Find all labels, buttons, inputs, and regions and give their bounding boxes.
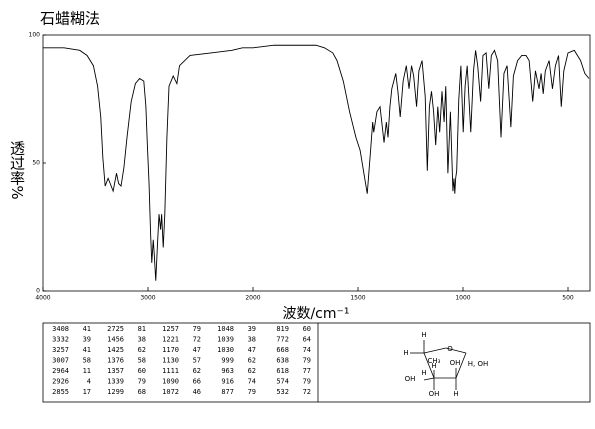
- table-transmittance: 38: [248, 336, 256, 344]
- table-transmittance: 39: [248, 325, 256, 333]
- table-frame: [42, 322, 591, 403]
- table-wavenumber: 1299: [107, 388, 124, 396]
- table-wavenumber: 1376: [107, 357, 124, 365]
- table-wavenumber: 1257: [162, 325, 179, 333]
- table-transmittance: 62: [138, 346, 146, 354]
- table-wavenumber: 2725: [107, 325, 124, 333]
- table-wavenumber: 1130: [162, 357, 179, 365]
- structure-label: H: [431, 362, 436, 370]
- table-wavenumber: 618: [276, 367, 289, 375]
- table-transmittance: 58: [138, 357, 146, 365]
- y-tick-label: 50: [32, 160, 40, 167]
- structure-label: CH₃: [428, 357, 441, 365]
- table-transmittance: 58: [83, 357, 91, 365]
- table-wavenumber: 1339: [107, 378, 124, 386]
- y-axis-label: 透过率%: [8, 140, 26, 199]
- chart-title: 石蜡糊法: [40, 10, 100, 28]
- table-wavenumber: 3007: [52, 357, 69, 365]
- table-wavenumber: 819: [276, 325, 289, 333]
- table-transmittance: 62: [248, 357, 256, 365]
- table-transmittance: 79: [248, 388, 256, 396]
- table-transmittance: 41: [83, 325, 91, 333]
- table-wavenumber: 1456: [107, 336, 124, 344]
- table-transmittance: 74: [303, 346, 311, 354]
- table-transmittance: 57: [193, 357, 201, 365]
- table-transmittance: 60: [303, 325, 311, 333]
- table-transmittance: 62: [248, 367, 256, 375]
- structure-label: H: [421, 331, 426, 339]
- x-axis-label: 波数/cm⁻¹: [282, 306, 349, 322]
- table-wavenumber: 1039: [217, 336, 234, 344]
- table-wavenumber: 2855: [52, 388, 69, 396]
- table-transmittance: 41: [83, 346, 91, 354]
- table-wavenumber: 3257: [52, 346, 69, 354]
- spectrum-line: [43, 44, 590, 281]
- structure-label: OH: [429, 390, 440, 398]
- x-tick-label: 1000: [455, 295, 470, 302]
- table-wavenumber: 532: [276, 388, 289, 396]
- table-wavenumber: 638: [276, 357, 289, 365]
- structure-label: OH: [450, 359, 461, 367]
- table-transmittance: 79: [303, 378, 311, 386]
- table-wavenumber: 1111: [162, 367, 179, 375]
- table-wavenumber: 1357: [107, 367, 124, 375]
- table-transmittance: 60: [138, 367, 146, 375]
- table-transmittance: 47: [193, 346, 201, 354]
- x-tick-label: 4000: [35, 295, 50, 302]
- x-tick-label: 2000: [245, 295, 260, 302]
- table-wavenumber: 3408: [52, 325, 69, 333]
- table-transmittance: 79: [138, 378, 146, 386]
- x-tick-label: 500: [562, 295, 574, 302]
- table-transmittance: 74: [248, 378, 256, 386]
- table-transmittance: 11: [83, 367, 91, 375]
- table-transmittance: 4: [87, 378, 91, 386]
- structure-label: O: [447, 345, 453, 353]
- table-transmittance: 77: [303, 367, 311, 375]
- structure-label: H: [421, 369, 426, 377]
- table-transmittance: 72: [193, 336, 201, 344]
- table-wavenumber: 999: [221, 357, 234, 365]
- table-transmittance: 39: [83, 336, 91, 344]
- y-tick-label: 0: [36, 288, 40, 295]
- table-transmittance: 46: [193, 388, 201, 396]
- structure-drawing: [410, 340, 467, 390]
- table-wavenumber: 963: [221, 367, 234, 375]
- table-wavenumber: 877: [221, 388, 234, 396]
- table-wavenumber: 3332: [52, 336, 69, 344]
- table-wavenumber: 1090: [162, 378, 179, 386]
- table-wavenumber: 1425: [107, 346, 124, 354]
- table-wavenumber: 916: [221, 378, 234, 386]
- table-wavenumber: 668: [276, 346, 289, 354]
- structure-label: H: [453, 390, 458, 398]
- table-wavenumber: 2964: [52, 367, 69, 375]
- table-wavenumber: 574: [276, 378, 289, 386]
- x-tick-label: 1500: [350, 295, 365, 302]
- structure-label: H: [403, 349, 408, 357]
- table-transmittance: 38: [138, 336, 146, 344]
- table-transmittance: 79: [193, 325, 201, 333]
- structure-label: OH: [405, 375, 416, 383]
- table-wavenumber: 772: [276, 336, 289, 344]
- y-tick-label: 100: [29, 32, 41, 39]
- table-transmittance: 17: [83, 388, 91, 396]
- table-transmittance: 68: [138, 388, 146, 396]
- table-transmittance: 62: [193, 367, 201, 375]
- table-transmittance: 47: [248, 346, 256, 354]
- x-tick-label: 3000: [140, 295, 155, 302]
- table-transmittance: 66: [193, 378, 201, 386]
- table-wavenumber: 1170: [162, 346, 179, 354]
- table-wavenumber: 2926: [52, 378, 69, 386]
- table-transmittance: 79: [303, 357, 311, 365]
- table-wavenumber: 1221: [162, 336, 179, 344]
- table-wavenumber: 1030: [217, 346, 234, 354]
- table-transmittance: 72: [303, 388, 311, 396]
- structure-label: H, OH: [468, 360, 489, 368]
- table-transmittance: 81: [138, 325, 146, 333]
- table-wavenumber: 1048: [217, 325, 234, 333]
- table-transmittance: 64: [303, 336, 311, 344]
- table-wavenumber: 1072: [162, 388, 179, 396]
